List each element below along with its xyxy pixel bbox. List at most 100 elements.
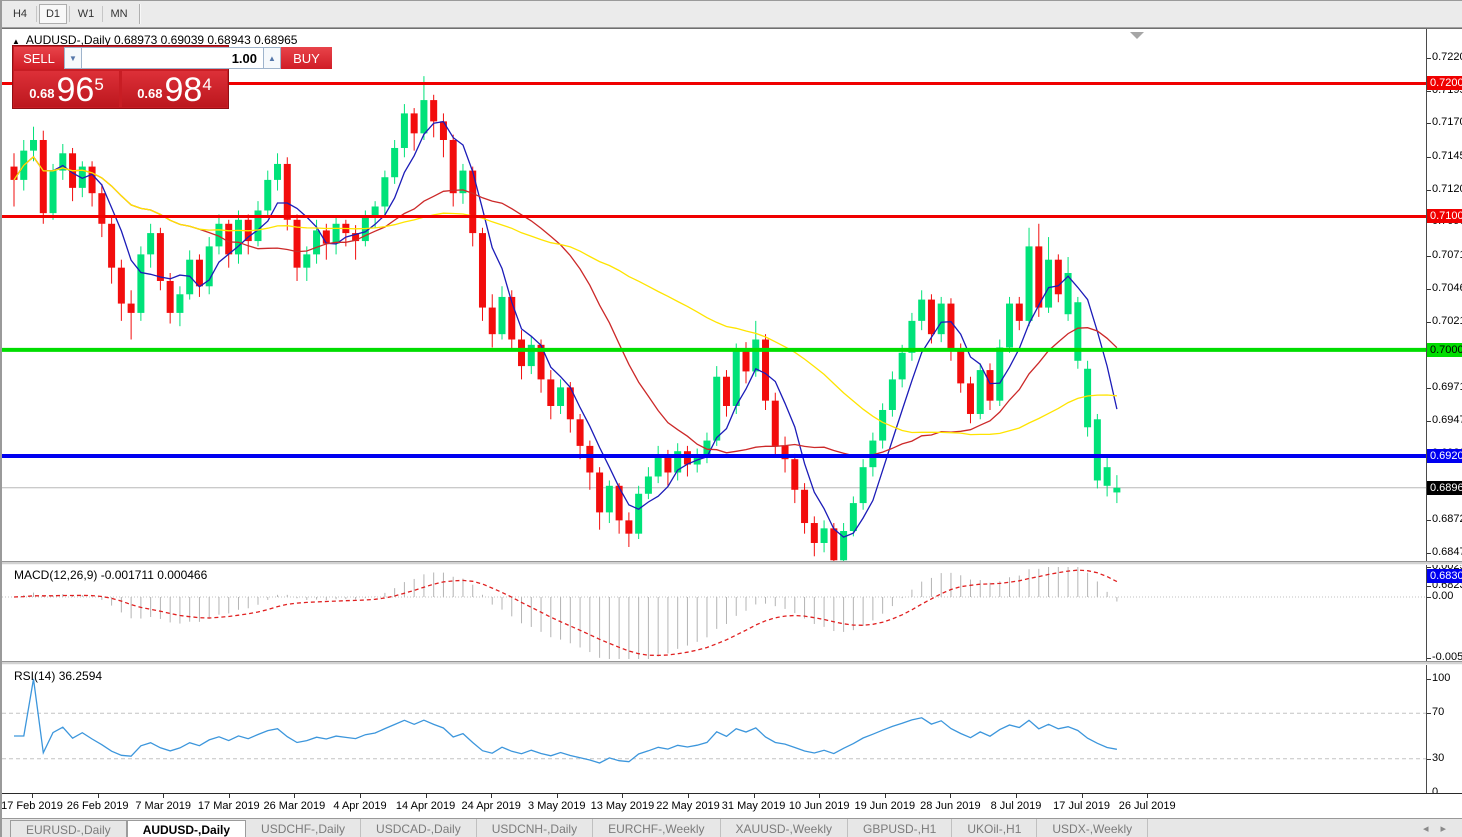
toolbar-separator [69,6,70,22]
rsi-indicator-canvas[interactable] [2,665,1426,793]
axis-tick-mark [1427,585,1431,587]
volume-decrease-button[interactable]: ▼ [64,47,82,69]
price-level-label: 0.70002 [1427,342,1462,357]
date-tick-mark [622,794,624,798]
date-tick-mark [425,794,427,798]
date-label: 3 May 2019 [528,800,586,812]
date-label: 26 Mar 2019 [263,800,326,812]
tab-usdcnh[interactable]: USDCNH-,Daily [477,819,594,837]
ma-fast-line [13,120,1118,538]
date-tick-mark [950,794,952,798]
axis-tick-mark [1427,321,1431,323]
rsi-scale-label: 70 [1432,706,1445,719]
toolbar-separator [102,6,103,22]
price-tick-label: 0.70460 [1432,281,1462,294]
toolbar-group-separator [139,4,141,24]
tab-usdchf[interactable]: USDCHF-,Daily [246,819,362,837]
tab-gbpusd[interactable]: GBPUSD-,H1 [848,819,953,837]
axis-tick-mark [1427,567,1431,569]
timeframe-button-w1[interactable]: W1 [77,8,95,20]
price-level-label: 0.71005 [1427,209,1462,224]
axis-tick-mark [1427,679,1431,680]
tab-eurusd[interactable]: EURUSD-,Daily [10,820,127,837]
axis-tick-mark [1427,388,1431,390]
tab-scroll-right-icon[interactable]: ▸ [1440,823,1458,835]
date-label: 10 Jun 2019 [788,800,850,812]
date-tick-mark [1081,794,1083,798]
date-label: 17 Jul 2019 [1053,800,1111,812]
ma-slow-line [13,155,1117,436]
macd-histogram [23,567,1118,659]
chart-window[interactable]: ▲ AUDUSD-,Daily 0.68973 0.69039 0.68943 0… [2,28,1462,837]
sell-button[interactable]: SELL [14,47,64,69]
date-label: 26 Jul 2019 [1118,800,1176,812]
axis-tick-mark [1427,156,1431,158]
tab-usdcad[interactable]: USDCAD-,Daily [361,819,477,837]
rsi-line [14,678,1118,764]
date-tick-mark [753,794,755,798]
price-tick-label: 0.72200 [1432,50,1462,63]
date-label: 17 Mar 2019 [197,800,260,812]
buy-price-pips: 98 [164,71,203,109]
buy-price-point: 4 [202,75,212,94]
date-label: 8 Jul 2019 [990,800,1042,812]
date-tick-mark [97,794,99,798]
volume-input[interactable] [82,47,263,69]
buy-button[interactable]: BUY [281,47,332,69]
tab-ukoil[interactable]: UKOil-,H1 [952,819,1038,837]
price-tick-label: 0.68725 [1432,512,1462,525]
axis-tick-mark [1427,255,1431,257]
rsi-scale-label: 100 [1432,672,1451,684]
price-tick-label: 0.69715 [1432,381,1462,394]
macd-signal-line [13,569,1118,657]
price-tick-label: 0.71705 [1432,116,1462,129]
axis-tick-mark [1427,552,1431,554]
price-tick-label: 0.70215 [1432,314,1462,327]
chart-shift-marker-icon[interactable] [1130,32,1144,39]
price-tick-label: 0.71205 [1432,182,1462,195]
date-label: 28 Jun 2019 [920,800,981,812]
price-axis[interactable]: 0.722000.719500.717050.714550.712050.709… [1426,29,1462,818]
date-tick-mark [1016,794,1017,798]
tab-xauusd[interactable]: XAUUSD-,Weekly [721,819,848,837]
chart-symbol-label: AUDUSD-,Daily [25,33,111,47]
tab-scroll-left-icon[interactable]: ◂ [1422,823,1441,835]
axis-tick-mark [1427,597,1431,598]
date-label: 17 Feb 2019 [1,800,63,812]
axis-tick-mark [1427,758,1431,760]
tab-audusd[interactable]: AUDUSD-,Daily [126,820,247,837]
date-label: 19 Jun 2019 [854,800,916,812]
timeframe-button-h4[interactable]: H4 [12,8,28,20]
date-axis[interactable]: 17 Feb 2019 26 Feb 2019 7 Mar 2019 17 Mar 2… [2,793,1462,818]
axis-tick-mark [1427,658,1431,660]
tab-usdx[interactable]: USDX-,Weekly [1037,819,1149,837]
one-click-trading-panel: SELL ▼ ▲ BUY 0.68 96 5 0.68 98 4 [12,45,332,109]
sell-price-point: 5 [94,75,104,94]
tab-eurchf[interactable]: EURCHF-,Weekly [593,819,721,837]
date-tick-mark [884,794,886,798]
price-tick-label: 0.68475 [1432,545,1462,558]
date-tick-mark [228,794,230,798]
price-chart-canvas[interactable] [2,29,1426,561]
price-level-label: 0.72005 [1427,76,1462,91]
tab-scroll-arrows[interactable]: ◂▸ [1423,822,1458,835]
price-level-label: 0.69204 [1427,449,1462,463]
axis-tick-mark [1427,57,1431,59]
date-label: 22 May 2019 [656,800,720,812]
collapse-panel-icon[interactable]: ▲ [12,37,20,46]
price-tick-label: 0.71455 [1432,149,1462,162]
timeframe-toolbar: H4 D1 W1 MN [2,1,1462,28]
sell-price-display[interactable]: 0.68 96 5 [14,71,119,107]
macd-indicator-canvas[interactable] [2,565,1426,661]
timeframe-button-mn[interactable]: MN [110,8,128,20]
date-tick-mark [1147,794,1149,798]
panel-separator[interactable] [2,561,1462,565]
timeframe-button-d1[interactable]: D1 [39,4,67,24]
panel-separator[interactable] [2,661,1462,665]
date-tick-mark [556,794,558,798]
date-tick-mark [163,794,165,798]
volume-increase-button[interactable]: ▲ [263,47,281,69]
sell-price-pips: 96 [56,71,95,109]
buy-price-display[interactable]: 0.68 98 4 [122,71,227,107]
